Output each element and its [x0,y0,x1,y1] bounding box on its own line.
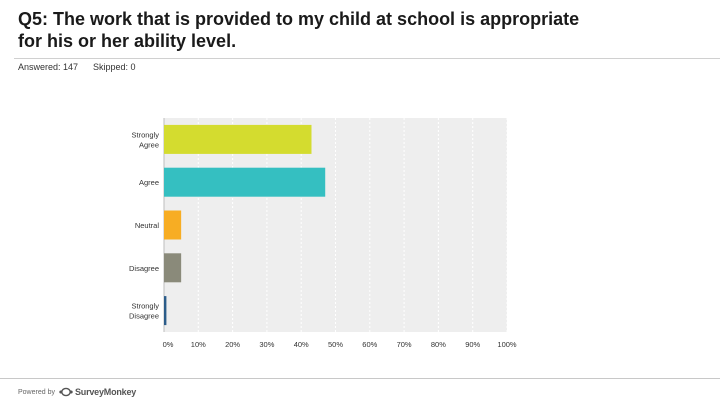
category-label: Agree [139,178,159,187]
bar-neutral [164,210,182,240]
footer: Powered by SurveyMonkey [18,384,136,400]
x-tick-label: 50% [328,340,343,349]
x-tick-label: 10% [191,340,206,349]
title-divider [14,58,720,59]
category-label: Disagree [129,264,159,273]
x-tick-label: 20% [225,340,240,349]
bar-disagree [164,253,182,283]
bar-agree [164,167,326,197]
question-title: Q5: The work that is provided to my chil… [18,8,708,52]
x-tick-label: 100% [497,340,517,349]
category-label: Disagree [129,312,159,321]
surveymonkey-icon [59,387,73,397]
question-title-line-2: for his or her ability level. [18,31,237,51]
category-label: Neutral [135,221,160,230]
chart-area: Strongly Agree Agree Neutral Disagree Strongl… [129,118,517,349]
x-tick-label: 30% [259,340,274,349]
bar-chart: StronglyAgreeAgreeNeutralDisagreeStrongl… [129,118,517,349]
bar-strongly-disagree [164,296,167,326]
answered-count: Answered: 147 [18,62,79,72]
powered-by-label: Powered by [18,388,55,396]
surveymonkey-wordmark: SurveyMonkey [74,387,137,397]
category-label: Agree [139,140,159,149]
surveymonkey-logo: SurveyMonkey [59,387,136,397]
bar-strongly-agree [164,124,312,154]
category-label: Strongly [131,130,159,139]
x-tick-label: 70% [397,340,412,349]
x-tick-label: 90% [465,340,480,349]
x-tick-label: 0% [163,340,174,349]
footer-divider [0,378,720,379]
x-tick-label: 80% [431,340,446,349]
category-label: Strongly [131,302,159,311]
question-title-line-1: Q5: The work that is provided to my chil… [18,9,580,29]
x-tick-label: 60% [362,340,377,349]
skipped-count: Skipped: 0 [93,62,136,72]
x-tick-label: 40% [294,340,309,349]
